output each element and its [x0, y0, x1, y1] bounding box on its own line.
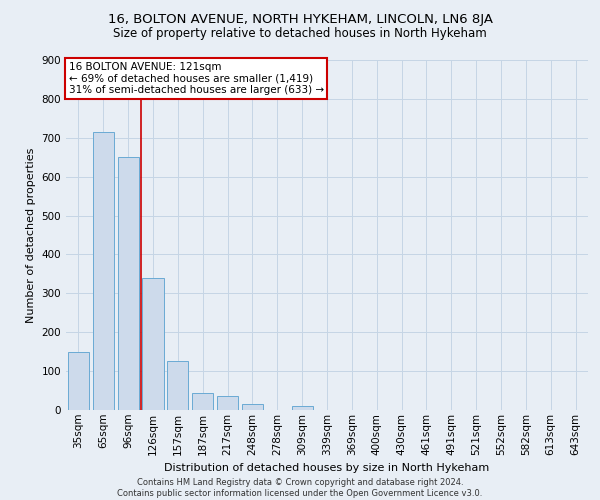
Text: 16, BOLTON AVENUE, NORTH HYKEHAM, LINCOLN, LN6 8JA: 16, BOLTON AVENUE, NORTH HYKEHAM, LINCOL… [107, 12, 493, 26]
Bar [167, 362, 188, 410]
X-axis label: Distribution of detached houses by size in North Hykeham: Distribution of detached houses by size … [164, 463, 490, 473]
Text: Size of property relative to detached houses in North Hykeham: Size of property relative to detached ho… [113, 28, 487, 40]
Bar [242, 404, 263, 410]
Text: Contains HM Land Registry data © Crown copyright and database right 2024.
Contai: Contains HM Land Registry data © Crown c… [118, 478, 482, 498]
Bar [217, 396, 238, 410]
Bar [93, 132, 114, 410]
Bar [192, 392, 213, 410]
Bar [118, 157, 139, 410]
Bar [292, 406, 313, 410]
Bar [68, 352, 89, 410]
Text: 16 BOLTON AVENUE: 121sqm
← 69% of detached houses are smaller (1,419)
31% of sem: 16 BOLTON AVENUE: 121sqm ← 69% of detach… [68, 62, 324, 95]
Y-axis label: Number of detached properties: Number of detached properties [26, 148, 36, 322]
Bar [142, 278, 164, 410]
